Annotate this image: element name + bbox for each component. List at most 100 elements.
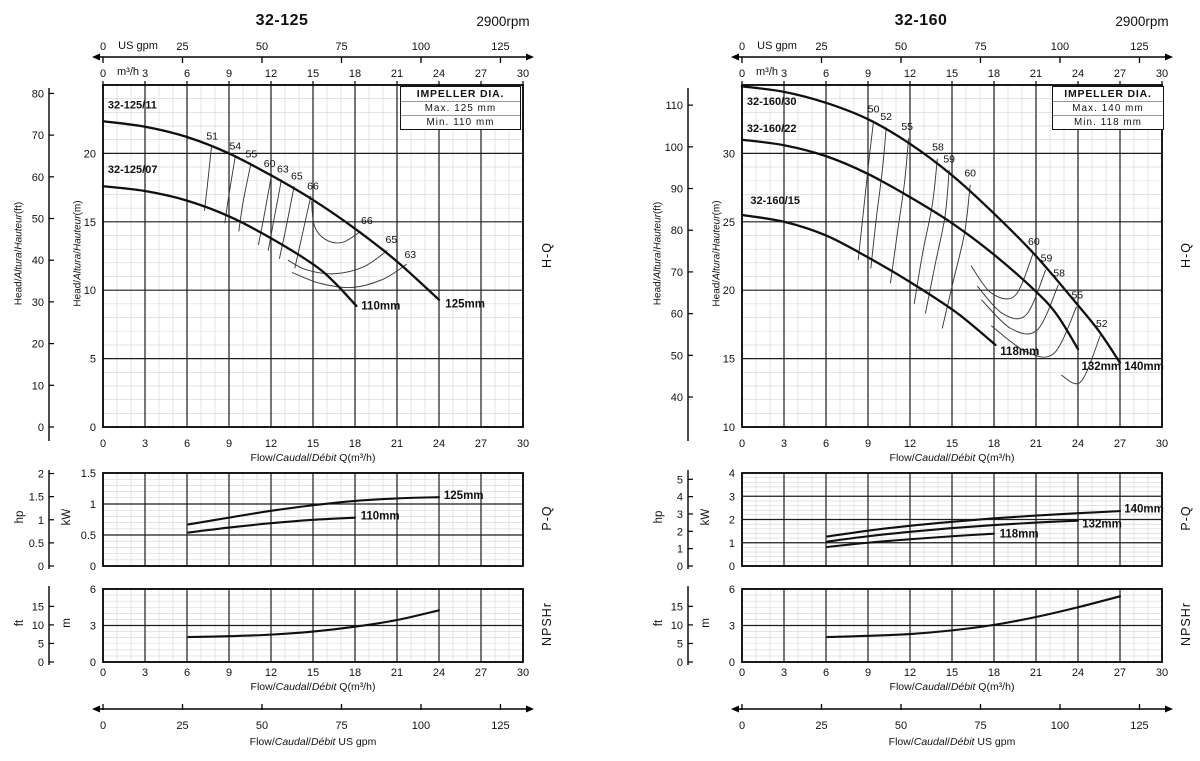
- svg-text:75: 75: [335, 41, 347, 53]
- svg-text:1.5: 1.5: [29, 492, 44, 504]
- svg-text:15: 15: [946, 438, 958, 450]
- svg-text:90: 90: [671, 184, 683, 196]
- impeller-box-header: IMPELLER DIA.: [1053, 87, 1163, 102]
- svg-text:0: 0: [100, 438, 106, 450]
- svg-text:2: 2: [729, 515, 735, 527]
- svg-text:15: 15: [307, 68, 319, 80]
- svg-text:25: 25: [176, 720, 188, 732]
- svg-text:15: 15: [946, 68, 958, 80]
- svg-text:50: 50: [895, 720, 907, 732]
- svg-text:0: 0: [739, 438, 745, 450]
- svg-text:140mm: 140mm: [1124, 361, 1164, 373]
- hp-axis-title: hp: [653, 510, 665, 524]
- svg-text:1: 1: [90, 499, 96, 511]
- svg-text:5: 5: [677, 474, 683, 486]
- svg-text:3: 3: [781, 68, 787, 80]
- svg-text:15: 15: [671, 601, 683, 613]
- svg-text:125: 125: [1130, 720, 1148, 732]
- svg-text:9: 9: [226, 667, 232, 679]
- impeller-max: Max. 125 mm: [401, 102, 520, 116]
- svg-text:10: 10: [32, 620, 44, 632]
- svg-text:18: 18: [349, 68, 361, 80]
- svg-text:5: 5: [90, 354, 96, 366]
- svg-text:12: 12: [904, 68, 916, 80]
- svg-text:4: 4: [677, 492, 683, 504]
- svg-text:110mm: 110mm: [361, 510, 400, 522]
- svg-text:25: 25: [815, 720, 827, 732]
- svg-text:21: 21: [1030, 438, 1042, 450]
- svg-text:4: 4: [729, 468, 735, 480]
- flow-axis-title-hq: Flow/Caudal/Débit Q(m³/h): [889, 452, 1015, 464]
- svg-text:12: 12: [265, 438, 277, 450]
- svg-text:30: 30: [517, 438, 529, 450]
- svg-text:21: 21: [1030, 68, 1042, 80]
- svg-text:15: 15: [946, 667, 958, 679]
- svg-text:3: 3: [677, 509, 683, 521]
- svg-text:60: 60: [32, 172, 44, 184]
- svg-text:25: 25: [176, 41, 188, 53]
- svg-text:30: 30: [32, 297, 44, 309]
- svg-text:6: 6: [729, 584, 735, 596]
- svg-text:5: 5: [38, 638, 44, 650]
- svg-text:100: 100: [1051, 720, 1069, 732]
- svg-text:32-125/11: 32-125/11: [108, 99, 157, 111]
- svg-text:21: 21: [391, 68, 403, 80]
- svg-text:63: 63: [277, 164, 289, 176]
- svg-text:1: 1: [38, 515, 44, 527]
- svg-text:15: 15: [723, 354, 735, 366]
- svg-text:80: 80: [671, 225, 683, 237]
- svg-text:40: 40: [671, 392, 683, 404]
- svg-text:0: 0: [38, 561, 44, 573]
- svg-text:132mm: 132mm: [1082, 519, 1122, 531]
- svg-text:51: 51: [206, 131, 218, 143]
- svg-text:18: 18: [988, 68, 1000, 80]
- svg-text:2: 2: [38, 469, 44, 481]
- rpm-label: 2900rpm: [476, 14, 530, 29]
- svg-text:30: 30: [1156, 438, 1168, 450]
- svg-text:75: 75: [974, 720, 986, 732]
- svg-text:58: 58: [1053, 268, 1065, 280]
- svg-text:0: 0: [739, 667, 745, 679]
- svg-text:0: 0: [677, 561, 683, 573]
- hq-section-label: H-Q: [540, 242, 554, 268]
- svg-text:50: 50: [868, 103, 880, 115]
- svg-text:30: 30: [517, 667, 529, 679]
- svg-text:30: 30: [1156, 68, 1168, 80]
- svg-text:70: 70: [671, 267, 683, 279]
- svg-text:21: 21: [391, 667, 403, 679]
- svg-text:3: 3: [90, 621, 96, 633]
- panel-32-125: 0 25 50 75 100 125 0 3 6 9 12 15 18 21 24 27 30 0 5 10 15 20 3…: [14, 12, 555, 748]
- svg-text:132mm: 132mm: [1082, 361, 1122, 373]
- svg-text:0: 0: [100, 720, 106, 732]
- svg-text:9: 9: [865, 438, 871, 450]
- svg-text:1: 1: [729, 538, 735, 550]
- gpm-unit-label: US gpm: [757, 40, 797, 52]
- svg-text:0: 0: [90, 657, 96, 669]
- svg-text:9: 9: [226, 68, 232, 80]
- svg-text:65: 65: [291, 170, 303, 182]
- svg-text:18: 18: [988, 438, 1000, 450]
- panel-32-160: 0 25 50 75 100 125 0 3 6 9 12 15 18 21 24 27 30 10 15 20 25 3…: [639, 0, 1200, 761]
- svg-text:6: 6: [823, 667, 829, 679]
- svg-text:20: 20: [84, 148, 96, 160]
- svg-text:100: 100: [1051, 41, 1069, 53]
- svg-text:30: 30: [723, 148, 735, 160]
- pump-model-title: 32-125: [255, 12, 309, 29]
- svg-text:15: 15: [307, 667, 319, 679]
- svg-text:0: 0: [100, 68, 106, 80]
- svg-text:50: 50: [895, 41, 907, 53]
- svg-text:10: 10: [32, 380, 44, 392]
- svg-text:0: 0: [729, 657, 735, 669]
- svg-text:125mm: 125mm: [444, 490, 484, 502]
- svg-text:60: 60: [671, 309, 683, 321]
- m-axis-title: m: [700, 618, 712, 628]
- svg-text:30: 30: [1156, 667, 1168, 679]
- svg-text:27: 27: [1114, 68, 1126, 80]
- svg-text:100: 100: [412, 41, 430, 53]
- svg-text:0: 0: [38, 422, 44, 434]
- svg-text:0: 0: [677, 657, 683, 669]
- npshr-section-label: NPSHr: [1179, 602, 1193, 646]
- svg-text:9: 9: [865, 667, 871, 679]
